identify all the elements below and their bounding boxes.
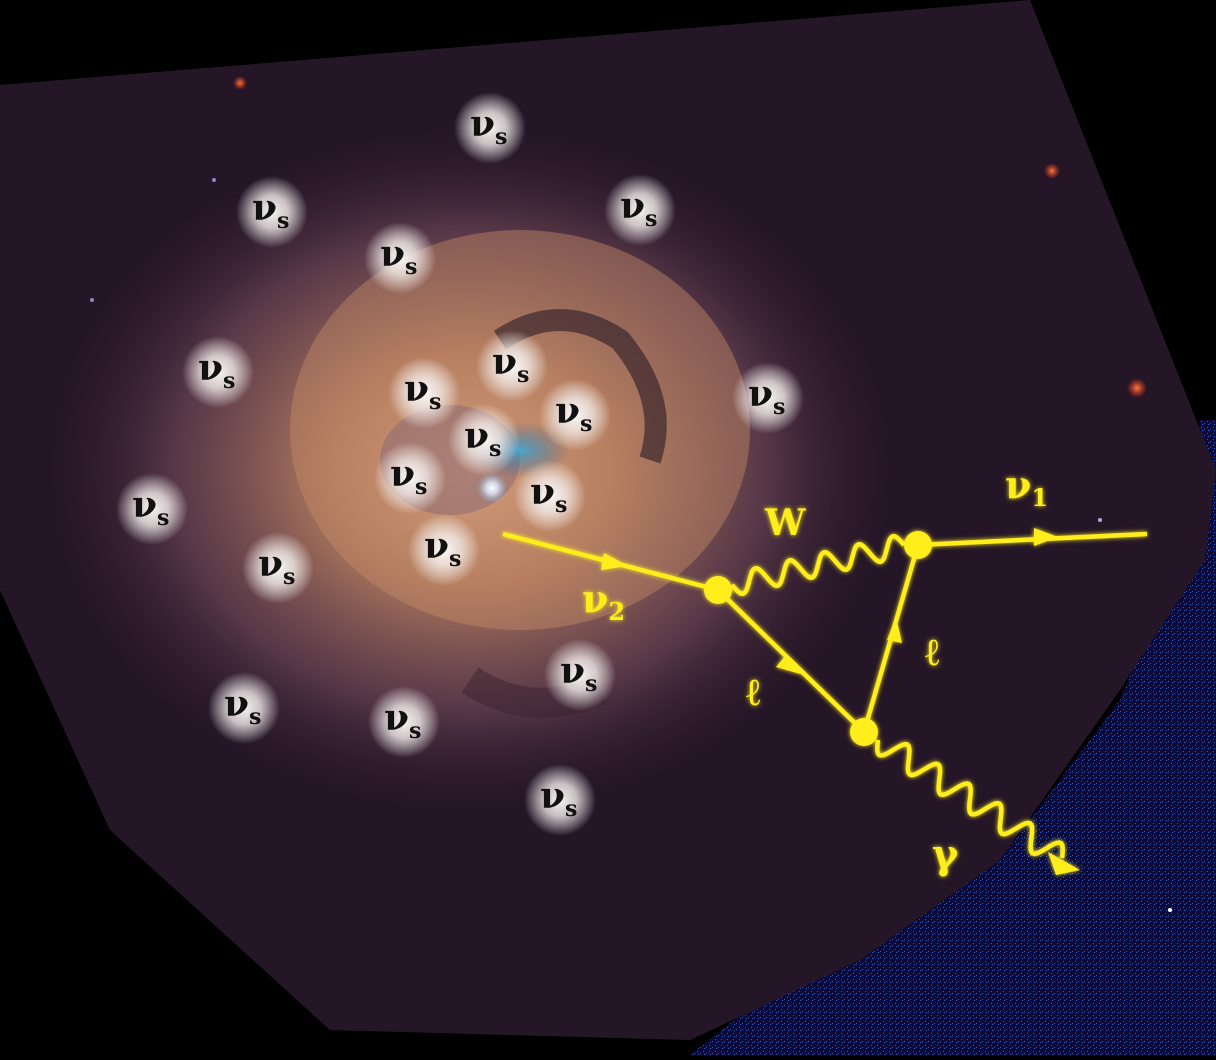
neutrino-halo [388, 357, 460, 429]
photon-line [875, 739, 1065, 859]
lepton-arrow-right-icon [887, 617, 902, 643]
feynman-diagram: ν2 ν1 W ℓ ℓ γ [502, 462, 1148, 878]
sterile-neutrino-label: νs [560, 650, 597, 697]
sterile-neutrino-label: νs [748, 373, 785, 420]
neutrino-halo [374, 442, 446, 514]
w-boson-label: W [764, 502, 806, 544]
sterile-neutrino-label: νs [258, 543, 295, 590]
neutrino-halo [524, 764, 596, 836]
neutrino-halo [544, 639, 616, 711]
faint-star [1168, 908, 1172, 912]
neutrino-halo [116, 473, 188, 545]
red-star [233, 76, 247, 90]
cluster-cavity-1 [493, 309, 667, 464]
sterile-neutrino-label: νs [390, 453, 427, 500]
neutrino-halo [539, 379, 611, 451]
neutrino-halo [514, 460, 586, 532]
sterile-neutrino-label: νs [132, 484, 169, 531]
neutrino-halo [182, 336, 254, 408]
neutrino-halo [236, 176, 308, 248]
neutrino-halo [368, 686, 440, 758]
sterile-neutrino-label: νs [470, 103, 507, 150]
sterile-neutrino-label: νs [620, 185, 657, 232]
sterile-neutrino-label: νs [380, 233, 417, 280]
outgoing-neutrino-line [917, 531, 1148, 548]
cluster-core [476, 472, 508, 504]
lepton-label-right: ℓ [925, 629, 939, 674]
sterile-neutrino-label: νs [384, 697, 421, 744]
lepton-label-left: ℓ [746, 669, 760, 714]
vertex-top-right [904, 531, 932, 559]
sterile-neutrino-label: νs [555, 390, 592, 437]
sterile-neutrino-label: νs [252, 187, 289, 234]
neutrino-halo [242, 532, 314, 604]
incoming-arrow-icon [601, 553, 628, 570]
vertex-left [704, 576, 732, 604]
outgoing-neutrino-label: ν1 [1005, 462, 1048, 512]
neutrino-halo [732, 362, 804, 434]
neutrino-halo [364, 222, 436, 294]
sterile-neutrino-label: νs [404, 368, 441, 415]
faint-star [212, 178, 216, 182]
sterile-neutrino-label: νs [492, 341, 529, 388]
red-star [1044, 163, 1060, 179]
neutrino-halo [448, 404, 520, 476]
sterile-neutrino-label: νs [224, 683, 261, 730]
faint-star [90, 298, 94, 302]
neutrino-halo [604, 174, 676, 246]
outgoing-arrow-icon [1034, 528, 1058, 546]
neutrino-halo [476, 330, 548, 402]
incoming-neutrino-label: ν2 [582, 576, 625, 626]
blue-xray-patch [690, 420, 1216, 1055]
neutrino-halo [408, 514, 480, 586]
sterile-neutrino-label: νs [424, 525, 461, 572]
photon-label: γ [932, 831, 959, 878]
sterile-neutrino-label: νs [464, 415, 501, 462]
w-boson-line [730, 534, 906, 596]
sterile-neutrino-label: νs [530, 471, 567, 518]
sterile-neutrino-label: νs [198, 347, 235, 394]
faint-star [1098, 518, 1102, 522]
sterile-neutrino-label: νs [540, 775, 577, 822]
red-star [1127, 378, 1147, 398]
neutrino-halo [208, 672, 280, 744]
vertex-bottom [850, 718, 878, 746]
lepton-arrow-left-icon [776, 655, 804, 675]
photon-arrow-icon [1048, 852, 1080, 875]
neutrino-halo [454, 92, 526, 164]
